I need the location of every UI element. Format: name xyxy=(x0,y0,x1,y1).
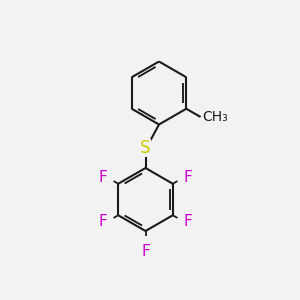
Text: F: F xyxy=(141,244,150,259)
Text: CH₃: CH₃ xyxy=(202,110,228,124)
Text: F: F xyxy=(99,214,107,229)
Text: S: S xyxy=(140,139,151,157)
Text: F: F xyxy=(99,170,107,185)
Text: F: F xyxy=(184,170,192,185)
Text: F: F xyxy=(184,214,192,229)
